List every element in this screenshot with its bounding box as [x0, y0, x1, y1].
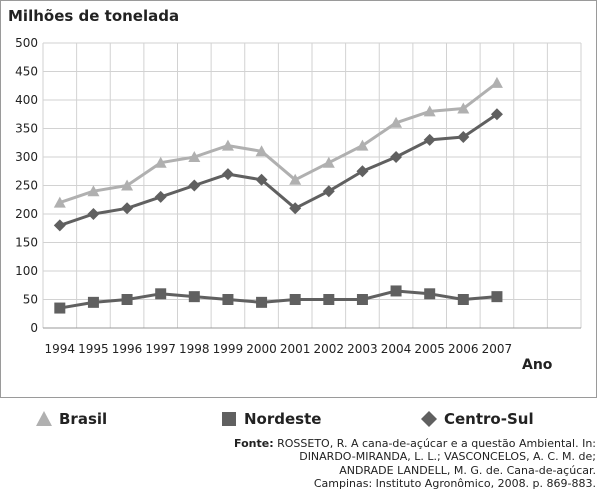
point-nordeste — [188, 291, 200, 303]
point-centro-sul — [356, 165, 369, 178]
source-label: Fonte: — [234, 437, 274, 450]
point-nordeste — [491, 291, 503, 303]
y-tick-label: 500 — [15, 36, 38, 50]
x-tick-label: 1997 — [145, 342, 176, 356]
point-centro-sul — [121, 202, 134, 215]
point-nordeste — [323, 294, 335, 305]
point-nordeste — [155, 288, 167, 300]
point-nordeste — [87, 296, 99, 308]
series-line-brasil — [59, 81, 498, 205]
x-tick-label: 2000 — [246, 342, 277, 356]
point-nordeste — [457, 294, 469, 305]
point-centro-sul — [188, 179, 201, 192]
chart-title: Milhões de tonelada — [8, 7, 179, 25]
point-centro-sul — [322, 185, 335, 198]
point-brasil — [87, 185, 100, 197]
y-tick-label: 0 — [30, 321, 38, 335]
x-tick-label: 2002 — [314, 342, 345, 356]
point-nordeste — [289, 294, 301, 305]
series-nordeste — [54, 285, 503, 314]
point-centro-sul — [87, 208, 100, 220]
point-nordeste — [256, 296, 268, 308]
x-tick-label: 2007 — [482, 342, 513, 356]
point-nordeste — [390, 285, 402, 297]
point-centro-sul — [221, 168, 234, 181]
square-icon — [222, 412, 236, 426]
x-tick-label: 1994 — [45, 342, 76, 356]
point-nordeste — [356, 294, 368, 305]
x-axis-label: Ano — [522, 357, 553, 373]
x-tick-label: 1996 — [112, 342, 143, 356]
source-line-3: ANDRADE LANDELL, M. G. de. Cana-de-açúca… — [339, 463, 596, 477]
source-line-2: DINARDO-MIRANDA, L. L.; VASCONCELOS, A. … — [299, 450, 596, 464]
x-tick-label: 2004 — [381, 342, 412, 356]
series-centro-sul — [53, 108, 503, 232]
legend-item-nordeste: Nordeste — [220, 408, 321, 430]
y-tick-label: 300 — [15, 150, 38, 164]
point-nordeste — [424, 288, 436, 300]
point-brasil — [188, 151, 201, 162]
legend-item-brasil: Brasil — [35, 408, 107, 430]
point-centro-sul — [390, 151, 403, 163]
line-chart: Milhões de tonelada Ano 0 50 100 150 200 250 3… — [8, 7, 582, 373]
point-nordeste — [54, 302, 66, 314]
point-brasil — [221, 139, 234, 151]
y-tick-label: 200 — [15, 207, 38, 221]
point-nordeste — [121, 294, 133, 305]
point-centro-sul — [289, 202, 302, 215]
point-brasil — [457, 102, 470, 114]
series-line-centro-sul — [59, 113, 498, 227]
point-nordeste — [222, 294, 234, 305]
point-centro-sul — [255, 173, 268, 186]
diamond-icon — [421, 411, 437, 427]
point-brasil — [53, 196, 66, 208]
legend-label-nordeste: Nordeste — [244, 410, 322, 428]
point-brasil — [255, 145, 268, 157]
x-tick-label: 2005 — [414, 342, 445, 356]
point-centro-sul — [490, 108, 503, 121]
point-centro-sul — [423, 133, 436, 146]
legend-label-brasil: Brasil — [59, 410, 108, 428]
point-centro-sul — [53, 219, 66, 232]
point-centro-sul — [154, 190, 167, 203]
y-tick-label: 450 — [15, 65, 38, 79]
source-line-4: Campinas: Instituto Agronômico, 2008. p.… — [313, 476, 596, 490]
point-brasil — [289, 173, 302, 185]
series-brasil — [53, 76, 503, 208]
y-tick-label: 150 — [15, 236, 38, 250]
x-tick-label: 1998 — [179, 342, 210, 356]
y-tick-label: 100 — [15, 264, 38, 278]
x-tick-label: 1995 — [78, 342, 109, 356]
chart-frame — [0, 0, 597, 398]
point-brasil — [490, 76, 503, 88]
source-line-1: Fonte: ROSSETO, R. A cana-de-açúcar e a … — [234, 437, 596, 450]
point-brasil — [390, 116, 403, 128]
y-tick-label: 350 — [15, 122, 38, 136]
legend-item-centro-sul: Centro-Sul — [420, 408, 534, 430]
point-brasil — [154, 156, 167, 168]
x-tick-label: 2003 — [347, 342, 378, 356]
point-brasil — [356, 139, 369, 151]
legend-label-centro-sul: Centro-Sul — [444, 410, 534, 428]
triangle-icon — [36, 411, 52, 426]
source-citation: Fonte: ROSSETO, R. A cana-de-açúcar e a … — [196, 437, 596, 490]
x-tick-label: 1999 — [213, 342, 244, 356]
x-tick-label: 2006 — [448, 342, 479, 356]
y-tick-label: 400 — [15, 93, 38, 107]
x-tick-label: 2001 — [280, 342, 311, 356]
point-brasil — [121, 179, 134, 191]
point-centro-sul — [457, 131, 470, 144]
point-brasil — [322, 156, 335, 168]
point-brasil — [423, 105, 436, 117]
y-tick-label: 50 — [23, 293, 38, 307]
y-tick-label: 250 — [15, 179, 38, 193]
series-line-nordeste — [59, 289, 498, 310]
